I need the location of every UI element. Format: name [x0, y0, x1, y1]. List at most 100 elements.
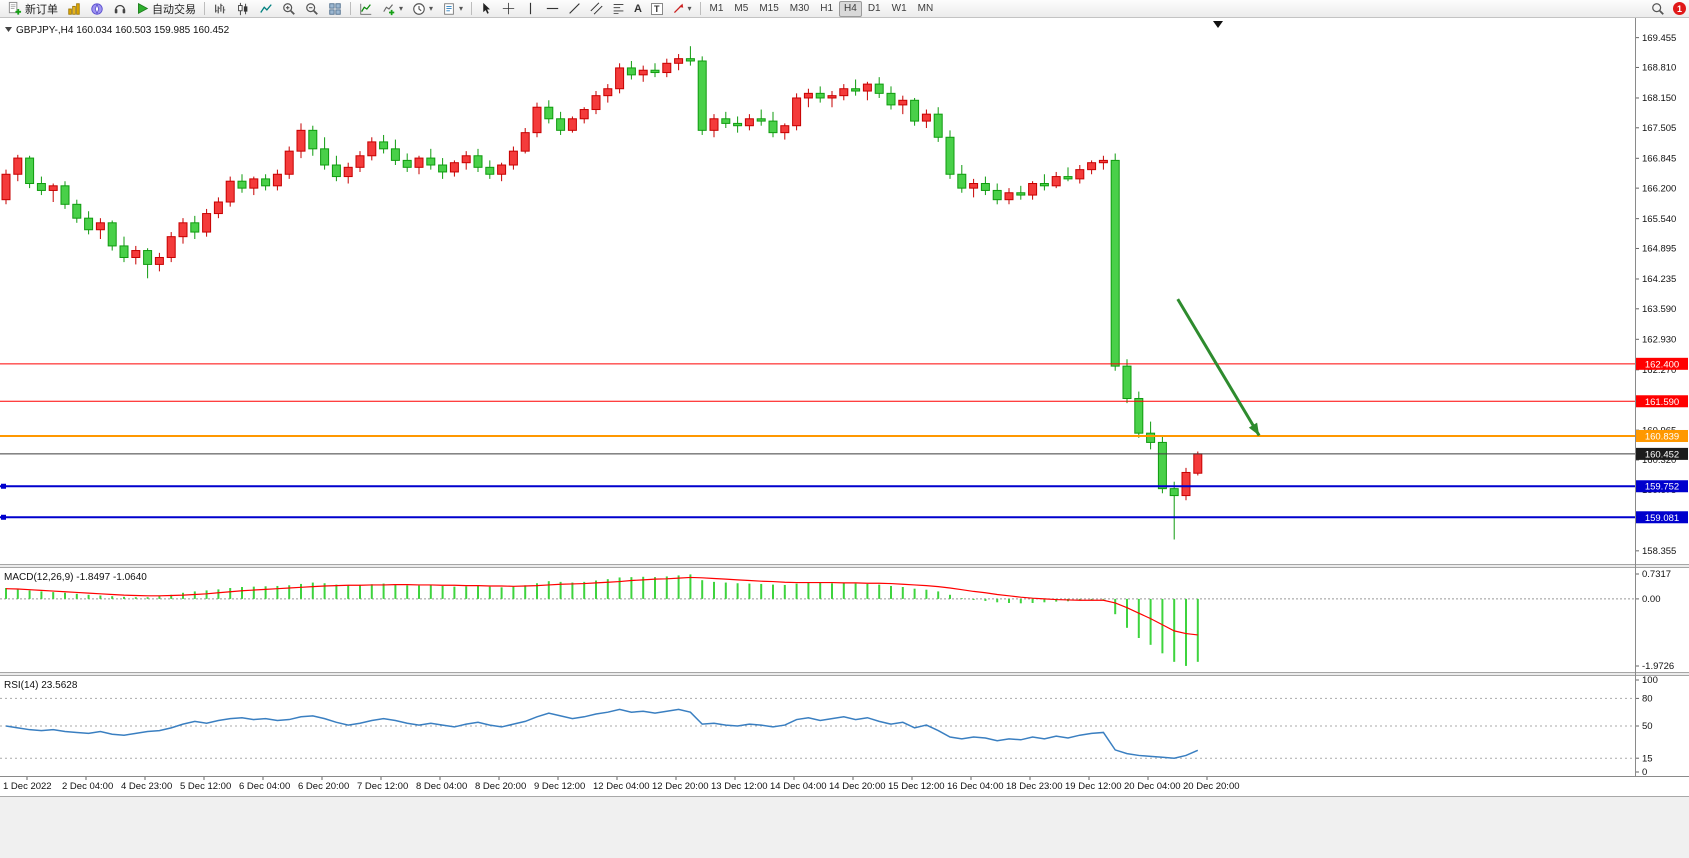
candle-body [626, 67, 636, 76]
search-icon [1652, 2, 1664, 15]
panel-splitter[interactable] [0, 564, 1689, 568]
candlestick-chart-button[interactable] [232, 1, 254, 17]
horizontal-line-button[interactable] [542, 1, 563, 17]
templates-button[interactable]: ▾ [438, 1, 467, 17]
candle-body [803, 92, 813, 99]
candle-body [862, 83, 872, 92]
autotrading-button[interactable]: 自动交易 [132, 1, 200, 17]
price-axis-label: 164.895 [1642, 244, 1676, 255]
timeframe-mn[interactable]: MN [917, 3, 934, 14]
time-axis-label: 2 Dec 04:00 [62, 781, 113, 792]
navigator-icon [91, 2, 103, 15]
market-watch-icon [68, 2, 80, 15]
candle-body [744, 118, 754, 127]
timeframe-h1[interactable]: H1 [820, 3, 834, 14]
candle-body [261, 178, 271, 187]
price-line-tag [1636, 480, 1688, 493]
timeframe-d1[interactable]: D1 [867, 3, 881, 14]
candle-body [284, 150, 294, 175]
candle-body [1098, 159, 1108, 164]
new-order-icon [8, 1, 22, 15]
price-line-tag-label: 162.400 [1645, 359, 1679, 370]
candle-body [933, 113, 943, 138]
time-axis[interactable]: 1 Dec 2022 2 Dec 04:00 4 Dec 23:00 5 Dec 12… [3, 776, 1240, 792]
chevron-down-icon: ▾ [459, 3, 464, 13]
support-button[interactable] [109, 1, 131, 17]
market-watch-button[interactable] [63, 1, 85, 17]
time-axis-label: 18 Dec 23:00 [1006, 781, 1063, 792]
new-order-button[interactable]: 新订单 [3, 1, 62, 17]
bar-chart-button[interactable] [209, 1, 231, 17]
new-order-label: 新订单 [25, 3, 58, 16]
tile-windows-button[interactable] [324, 1, 346, 17]
price-axis-label: 158.355 [1642, 546, 1676, 557]
timeframe-m30[interactable]: M30 [789, 3, 810, 14]
candle-body [567, 118, 577, 131]
panel-splitter[interactable] [0, 672, 1689, 676]
text-tool-icon: A [634, 2, 642, 15]
candle-body [1146, 432, 1156, 443]
price-line-tag-label: 159.752 [1645, 482, 1679, 493]
bottom-area [0, 796, 1689, 858]
candle-body [910, 99, 920, 122]
main-toolbar: 新订单 自动交易 [0, 0, 1689, 18]
channel-icon [590, 2, 603, 15]
add-indicator-button[interactable]: ▾ [378, 1, 407, 17]
candle-body [1157, 441, 1167, 490]
price-axis-label: 160.320 [1642, 455, 1676, 466]
chart-area[interactable]: 169.455 168.810 168.150 167.505 166.845 166.2… [0, 18, 1689, 796]
candle-body [355, 155, 365, 168]
time-axis-label: 4 Dec 23:00 [121, 781, 172, 792]
time-axis-label: 13 Dec 12:00 [711, 781, 768, 792]
indicator-list-button[interactable] [355, 1, 377, 17]
channel-button[interactable] [586, 1, 607, 17]
candle-body [13, 157, 23, 175]
horizontal-line-icon [546, 7, 559, 10]
notification-badge[interactable]: 1 [1673, 2, 1686, 15]
timeframe-h4[interactable]: H4 [839, 0, 862, 17]
timeframe-m15[interactable]: M15 [759, 3, 779, 14]
trendline-button[interactable] [564, 1, 585, 17]
time-axis-label: 20 Dec 04:00 [1124, 781, 1181, 792]
candle-body [603, 88, 613, 97]
price-axis-label: 168.810 [1642, 63, 1676, 74]
candle-body [331, 164, 341, 178]
periods-button[interactable]: ▾ [408, 1, 437, 17]
price-line-tag [1636, 357, 1688, 370]
label-button[interactable]: T [647, 1, 667, 17]
line-chart-button[interactable] [255, 1, 277, 17]
arrows-button[interactable]: ▾ [668, 1, 696, 17]
bar-chart-icon [215, 3, 226, 13]
zoom-out-button[interactable] [301, 1, 323, 17]
crosshair-icon [502, 2, 515, 15]
fibonacci-button[interactable] [608, 1, 629, 17]
time-axis-label: 6 Dec 20:00 [298, 781, 349, 792]
chart-canvas[interactable]: 169.455 168.810 168.150 167.505 166.845 166.2… [0, 18, 1689, 796]
timeframe-m1[interactable]: M1 [709, 3, 724, 14]
chart-shift-marker[interactable] [1213, 21, 1223, 28]
crosshair-button[interactable] [498, 1, 519, 17]
symbol-collapse-icon[interactable] [5, 27, 12, 32]
timeframe-w1[interactable]: W1 [891, 3, 907, 14]
text-button[interactable]: A [630, 1, 646, 17]
cursor-button[interactable] [476, 1, 497, 17]
main-price-panel: 162.400 161.590 160.839 160.452 159.752 159.0… [0, 46, 1688, 540]
line-handle[interactable] [1, 514, 6, 520]
zoom-in-button[interactable] [278, 1, 300, 17]
candle-body [107, 222, 117, 247]
timeframe-m5[interactable]: M5 [734, 3, 749, 14]
candle-body [1169, 488, 1179, 497]
line-handle[interactable] [1, 483, 6, 489]
candle-body [1110, 159, 1120, 367]
search-button[interactable] [1647, 1, 1669, 17]
chevron-down-icon: ▾ [429, 3, 434, 13]
vertical-line-button[interactable] [520, 1, 541, 17]
candle-body [957, 173, 967, 189]
candle-body [390, 148, 400, 161]
trend-arrow[interactable] [1176, 298, 1261, 437]
price-axis-label: 162.930 [1642, 335, 1676, 346]
candle-body [709, 118, 719, 131]
candle-body [60, 185, 70, 205]
toolbar-separator [350, 2, 351, 15]
navigator-button[interactable] [86, 1, 108, 17]
